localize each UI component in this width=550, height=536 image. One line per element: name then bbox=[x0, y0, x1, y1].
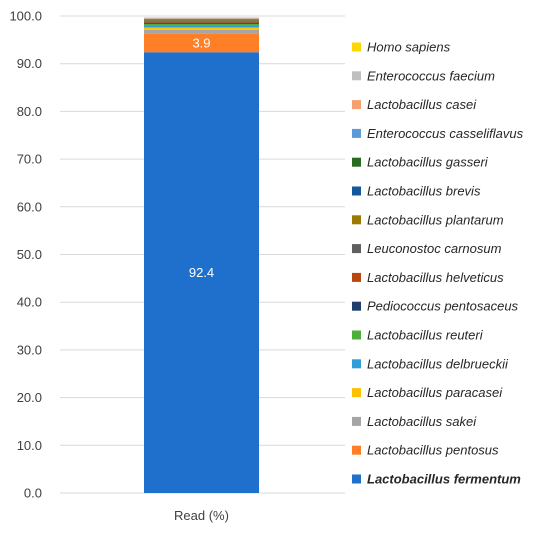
bar-segment bbox=[144, 20, 259, 22]
legend-swatch bbox=[352, 42, 361, 52]
legend-swatch bbox=[352, 157, 361, 167]
data-labels: 92.4 3.9 bbox=[189, 35, 214, 280]
legend-label: Lactobacillus plantarum bbox=[367, 212, 504, 227]
legend-label: Lactobacillus delbrueckii bbox=[367, 356, 509, 371]
legend-label: Lactobacillus casei bbox=[367, 97, 477, 112]
legend-swatch bbox=[352, 388, 361, 398]
y-tick-label: 10.0 bbox=[17, 438, 42, 453]
legend-label: Lactobacillus reuteri bbox=[367, 328, 484, 343]
legend-swatch bbox=[352, 215, 361, 225]
legend-swatch bbox=[352, 416, 361, 426]
bar-segment bbox=[144, 19, 259, 21]
legend-swatch bbox=[352, 244, 361, 254]
y-tick-label: 50.0 bbox=[17, 247, 42, 262]
legend-label: Lactobacillus gasseri bbox=[367, 155, 489, 170]
x-axis: Read (%) bbox=[174, 508, 229, 523]
legend-swatch bbox=[352, 474, 361, 484]
bar-segment bbox=[144, 25, 259, 28]
legend-label: Lactobacillus brevis bbox=[367, 184, 481, 199]
bar-stack bbox=[144, 17, 259, 493]
legend-label: Pediococcus pentosaceus bbox=[367, 299, 519, 314]
y-tick-label: 100.0 bbox=[9, 9, 42, 24]
legend-swatch bbox=[352, 359, 361, 369]
bar-segment bbox=[144, 33, 259, 53]
y-axis-ticks: 0.0 10.0 20.0 30.0 40.0 50.0 60.0 70.0 80.0 90.0 1… bbox=[9, 9, 42, 501]
legend-swatch bbox=[352, 301, 361, 311]
bar-segment bbox=[144, 18, 259, 20]
bar-segment bbox=[144, 17, 259, 19]
legend-label: Lactobacillus helveticus bbox=[367, 270, 504, 285]
legend-swatch bbox=[352, 71, 361, 81]
bar-segment bbox=[144, 21, 259, 22]
bar-segment bbox=[144, 23, 259, 26]
legend-swatch bbox=[352, 330, 361, 340]
legend-label: Lactobacillus sakei bbox=[367, 414, 477, 429]
y-tick-label: 70.0 bbox=[17, 152, 42, 167]
y-tick-label: 60.0 bbox=[17, 199, 42, 214]
legend-swatch bbox=[352, 100, 361, 110]
legend-label: Lactobacillus paracasei bbox=[367, 385, 503, 400]
legend-swatch bbox=[352, 272, 361, 282]
bar-segment bbox=[144, 19, 259, 20]
bar-segment bbox=[144, 22, 259, 24]
legend-swatch bbox=[352, 128, 361, 138]
legend-label: Enterococcus faecium bbox=[367, 68, 495, 83]
legend: Lactobacillus fermentum Lactobacillus pen… bbox=[352, 40, 524, 487]
legend-label: Lactobacillus pentosus bbox=[367, 443, 499, 458]
legend-swatch bbox=[352, 186, 361, 196]
y-tick-label: 0.0 bbox=[24, 486, 42, 501]
bar-segment bbox=[144, 21, 259, 23]
legend-label: Enterococcus casseliflavus bbox=[367, 126, 524, 141]
x-category-label: Read (%) bbox=[174, 508, 229, 523]
data-label: 3.9 bbox=[192, 35, 210, 50]
bar-segment bbox=[144, 17, 259, 19]
bar-segment bbox=[144, 29, 259, 34]
legend-label: Leuconostoc carnosum bbox=[367, 241, 502, 256]
y-tick-label: 80.0 bbox=[17, 104, 42, 119]
data-label: 92.4 bbox=[189, 265, 214, 280]
legend-label: Homo sapiens bbox=[367, 40, 451, 55]
legend-swatch bbox=[352, 445, 361, 455]
y-tick-label: 20.0 bbox=[17, 390, 42, 405]
y-tick-label: 40.0 bbox=[17, 295, 42, 310]
bar-segment bbox=[144, 52, 259, 493]
bar-segment bbox=[144, 18, 259, 19]
legend-label: Lactobacillus fermentum bbox=[367, 472, 521, 487]
bar-segment bbox=[144, 27, 259, 30]
y-tick-label: 30.0 bbox=[17, 342, 42, 357]
y-tick-label: 90.0 bbox=[17, 56, 42, 71]
